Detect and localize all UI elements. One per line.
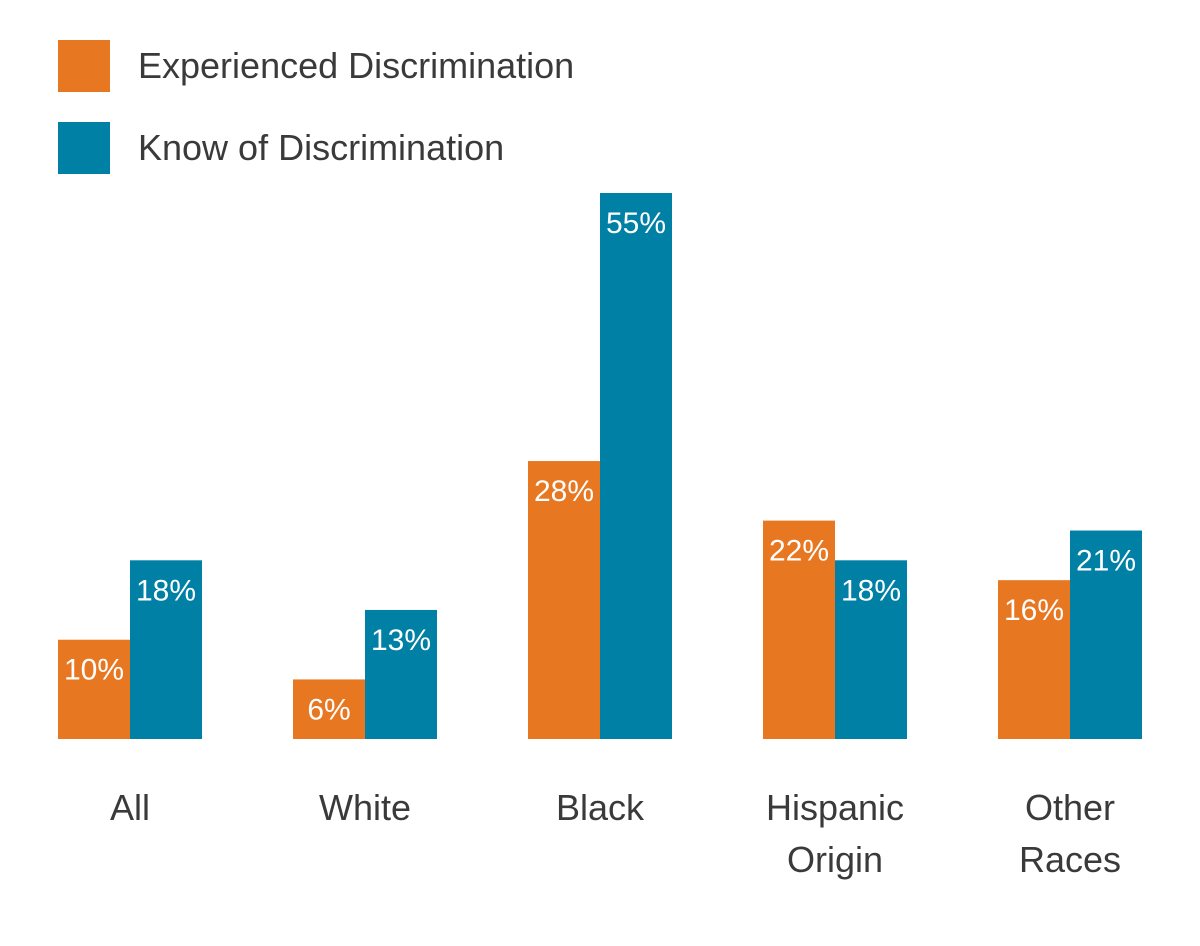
bars — [58, 193, 1142, 739]
category-label-all: All — [110, 787, 150, 828]
bar-value-label: 22% — [769, 535, 829, 568]
category-label-hispanic-origin: Hispanic Origin — [766, 787, 904, 880]
legend: Experienced Discrimination Know of Discri… — [58, 40, 574, 174]
category-label-line: White — [319, 787, 411, 828]
bar-other-races-experienced-discrimination — [998, 580, 1070, 739]
bar-other-races-know-of-discrimination — [1070, 530, 1142, 739]
bar-value-label: 21% — [1076, 545, 1136, 578]
bar-value-label: 55% — [606, 207, 666, 240]
bar-all-experienced-discrimination — [58, 639, 130, 739]
bar-black-experienced-discrimination — [528, 461, 600, 739]
category-label-white: White — [319, 787, 411, 828]
bar-all-know-of-discrimination — [130, 560, 202, 739]
legend-label: Know of Discrimination — [138, 127, 504, 168]
category-label-line: Races — [1019, 839, 1121, 880]
category-label-line: Black — [556, 787, 645, 828]
category-labels: All White Black Hispanic Origin Other Races — [110, 787, 1121, 880]
bar-white-know-of-discrimination — [365, 609, 437, 739]
bar-value-label: 16% — [1004, 594, 1064, 627]
legend-label: Experienced Discrimination — [138, 45, 574, 86]
bar-hispanic-origin-experienced-discrimination — [763, 520, 835, 739]
bar-value-label: 10% — [64, 654, 124, 687]
category-label-other-races: Other Races — [1019, 787, 1121, 880]
bar-value-label: 6% — [307, 693, 350, 726]
legend-swatch — [58, 122, 110, 174]
bar-value-label: 28% — [534, 475, 594, 508]
legend-swatch — [58, 40, 110, 92]
bar-value-labels: 10% 18% 6% 13% 28% 55% 22% 18% 16% 21% — [64, 207, 1136, 726]
category-label-line: Origin — [787, 839, 883, 880]
bar-white-experienced-discrimination — [293, 679, 365, 739]
bar-value-label: 18% — [136, 574, 196, 607]
legend-item-know-of-discrimination: Know of Discrimination — [58, 122, 504, 174]
bar-black-know-of-discrimination — [600, 193, 672, 739]
bar-hispanic-origin-know-of-discrimination — [835, 560, 907, 739]
bar-value-label: 13% — [371, 624, 431, 657]
category-label-line: All — [110, 787, 150, 828]
category-label-line: Hispanic — [766, 787, 904, 828]
category-label-black: Black — [556, 787, 645, 828]
category-label-line: Other — [1025, 787, 1115, 828]
bar-value-label: 18% — [841, 574, 901, 607]
legend-item-experienced-discrimination: Experienced Discrimination — [58, 40, 574, 92]
